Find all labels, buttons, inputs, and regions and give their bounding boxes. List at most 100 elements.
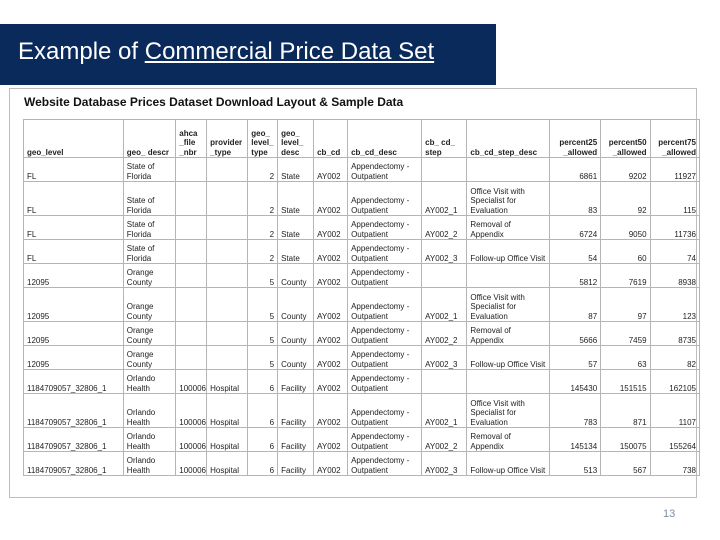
column-header: geo_ level_ desc (277, 119, 315, 158)
table-body: FL State of Florida 2 State AY002 Appendectom… (23, 157, 701, 476)
table-cell: AY002 (313, 369, 349, 394)
table-cell: 9202 (600, 157, 651, 182)
table-cell: 9050 (600, 215, 651, 240)
table-header-row: geo_level geo_ descr ahca _file _nbr pro… (23, 119, 701, 158)
table-row: FL State of Florida 2 State AY002 Appendectom… (23, 215, 701, 240)
table-cell: AY002 (313, 239, 349, 264)
column-header: geo_ descr (122, 119, 177, 158)
table-cell: State (277, 215, 315, 240)
table-cell (175, 321, 208, 346)
table-cell: FL (23, 157, 124, 182)
table-cell: Removal of Appendix (466, 215, 550, 240)
table-cell: 12095 (23, 321, 124, 346)
table-cell: 5 (247, 345, 279, 370)
table-cell: 5 (247, 287, 279, 322)
table-cell: 8938 (649, 263, 701, 288)
table-cell: 5 (247, 321, 279, 346)
table-cell: AY002_3 (421, 451, 468, 476)
column-header: percent25 _allowed (548, 119, 602, 158)
table-cell: 1184709057_32806_1 (23, 393, 124, 428)
table-cell: 8735 (649, 321, 701, 346)
table-cell: Orlando Health (122, 427, 177, 452)
table-cell (206, 215, 249, 240)
table-cell: 12095 (23, 345, 124, 370)
table-cell (206, 239, 249, 264)
table-cell: Appendectomy - Outpatient (347, 287, 423, 322)
table-cell: 5666 (548, 321, 602, 346)
table-cell: 115 (649, 181, 701, 216)
table-cell: AY002_3 (421, 239, 468, 264)
table-cell: 145134 (548, 427, 602, 452)
table-cell: 54 (548, 239, 602, 264)
table-cell: 567 (600, 451, 651, 476)
column-header: geo_level (23, 119, 124, 158)
table-cell: 2 (247, 215, 279, 240)
table-cell (175, 345, 208, 370)
slide-title: Example of Commercial Price Data Set (18, 38, 434, 66)
table-row: 1184709057_32806_1 Orlando Health 100006 Ho… (23, 393, 701, 428)
table-cell: Hospital (206, 451, 249, 476)
table-cell: 151515 (600, 369, 651, 394)
table-cell: County (277, 263, 315, 288)
table-cell (206, 345, 249, 370)
table-cell (175, 239, 208, 264)
table-cell: 63 (600, 345, 651, 370)
table-row: FL State of Florida 2 State AY002 Appendectom… (23, 157, 701, 182)
table-cell: 100006 (175, 369, 208, 394)
table-cell: Hospital (206, 393, 249, 428)
table-row: FL State of Florida 2 State AY002 Appendectom… (23, 181, 701, 216)
table-cell: 6 (247, 451, 279, 476)
column-header: cb_cd (313, 119, 349, 158)
table-cell: 6 (247, 369, 279, 394)
table-cell: AY002_2 (421, 321, 468, 346)
table-cell (421, 157, 468, 182)
table-cell: Office Visit with Specialist for Evaluat… (466, 181, 550, 216)
table-cell: Follow-up Office Visit (466, 345, 550, 370)
table-cell: 5812 (548, 263, 602, 288)
table-cell: 871 (600, 393, 651, 428)
column-header: percent75 _allowed (649, 119, 701, 158)
table-cell: AY002_3 (421, 345, 468, 370)
table-cell: 100006 (175, 393, 208, 428)
table-cell: State of Florida (122, 157, 177, 182)
table-cell: FL (23, 181, 124, 216)
column-header: geo_ level_ type (247, 119, 279, 158)
table-cell (421, 263, 468, 288)
table-cell: Orlando Health (122, 393, 177, 428)
table-cell: FL (23, 239, 124, 264)
table-row: 12095 Orange County 5 County AY002 Appendecto… (23, 321, 701, 346)
table-cell: 60 (600, 239, 651, 264)
table-cell: Orlando Health (122, 369, 177, 394)
table-cell: Office Visit with Specialist for Evaluat… (466, 287, 550, 322)
table-cell: 2 (247, 157, 279, 182)
table-cell: 11927 (649, 157, 701, 182)
table-cell: 1184709057_32806_1 (23, 369, 124, 394)
table-cell: 155264 (649, 427, 701, 452)
table-cell: Appendectomy - Outpatient (347, 369, 423, 394)
table-cell (466, 157, 550, 182)
table-cell: 162105 (649, 369, 701, 394)
table-cell: County (277, 287, 315, 322)
table-cell: State of Florida (122, 181, 177, 216)
table-cell: 6 (247, 427, 279, 452)
table-cell: Appendectomy - Outpatient (347, 345, 423, 370)
table-cell (175, 215, 208, 240)
table-cell: 87 (548, 287, 602, 322)
slide-title-link[interactable]: Commercial Price Data Set (144, 38, 435, 65)
table-cell: 1107 (649, 393, 701, 428)
table-cell: Orlando Health (122, 451, 177, 476)
table-cell: Facility (277, 451, 315, 476)
table-cell: 738 (649, 451, 701, 476)
table-cell: 97 (600, 287, 651, 322)
table-cell: 12095 (23, 263, 124, 288)
table-cell: Removal of Appendix (466, 321, 550, 346)
table-row: 12095 Orange County 5 County AY002 Appendecto… (23, 345, 701, 370)
table-cell: Appendectomy - Outpatient (347, 321, 423, 346)
table-cell: State (277, 157, 315, 182)
table-cell (206, 287, 249, 322)
table-cell: AY002 (313, 287, 349, 322)
table-cell: AY002 (313, 393, 349, 428)
table-cell: County (277, 321, 315, 346)
table-row: 1184709057_32806_1 Orlando Health 100006 Ho… (23, 369, 701, 394)
table-cell: 513 (548, 451, 602, 476)
